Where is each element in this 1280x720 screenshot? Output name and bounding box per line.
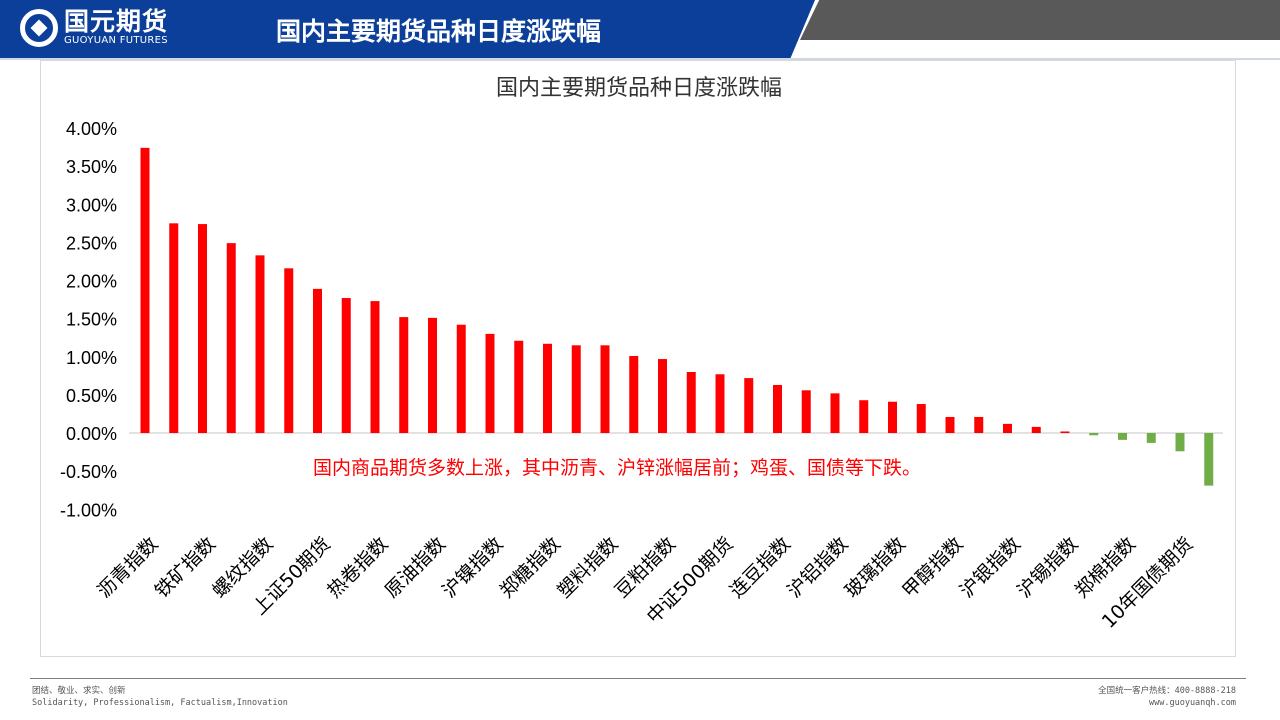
y-tick-label: 1.00% xyxy=(66,348,117,368)
x-tick-label: 沪银指数 xyxy=(956,533,1025,602)
bar xyxy=(1060,431,1070,433)
company-logo: 国元期货 GUOYUAN FUTURES xyxy=(20,8,168,47)
x-tick-label: 原油指数 xyxy=(381,533,450,602)
x-tick-label: 郑糖指数 xyxy=(496,533,565,602)
bar xyxy=(485,333,495,433)
bar xyxy=(140,147,150,433)
header-bar: 国元期货 GUOYUAN FUTURES 国内主要期货品种日度涨跌幅 xyxy=(0,0,1280,60)
y-tick-label: -0.50% xyxy=(60,462,117,482)
chart-title: 国内主要期货品种日度涨跌幅 xyxy=(496,76,782,101)
y-tick-label: 0.00% xyxy=(66,424,117,444)
bar xyxy=(341,298,351,433)
bar-chart: 国内主要期货品种日度涨跌幅 4.00% 3.50% 3.00% 2.50% 2.00% 1.… xyxy=(60,76,1223,633)
bar xyxy=(255,255,265,433)
bar xyxy=(686,372,696,433)
logo-en-text: GUOYUAN FUTURES xyxy=(64,35,168,46)
header-blue-band xyxy=(0,0,815,58)
bar xyxy=(226,243,236,433)
bar xyxy=(456,324,466,433)
x-tick-label: 沪铝指数 xyxy=(783,533,852,602)
bar xyxy=(888,401,897,433)
bar xyxy=(514,340,524,433)
bar xyxy=(169,223,179,433)
x-tick-label: 塑料指数 xyxy=(553,533,622,602)
bar xyxy=(284,268,294,433)
bar xyxy=(773,384,782,433)
x-tick-label: 沥青指数 xyxy=(93,533,162,602)
x-tick-label: 铁矿指数 xyxy=(151,533,220,602)
y-tick-label: 0.50% xyxy=(66,386,117,406)
x-tick-label: 沪锡指数 xyxy=(1013,533,1082,602)
y-tick-label: 3.50% xyxy=(66,157,117,177)
y-tick-label: 4.00% xyxy=(66,119,117,139)
footer-website: www.guoyuanqh.com xyxy=(1149,698,1236,708)
bar xyxy=(715,374,725,433)
footer-motto-en: Solidarity, Professionalism, Factualism,… xyxy=(32,698,288,708)
bar xyxy=(1031,426,1041,433)
logo-icon xyxy=(20,8,58,47)
bar xyxy=(543,343,552,433)
bar xyxy=(658,359,667,433)
bar xyxy=(370,301,380,433)
bar xyxy=(945,416,955,433)
x-tick-label: 甲醇指数 xyxy=(898,533,967,602)
chart-container: 国内主要期货品种日度涨跌幅 4.00% 3.50% 3.00% 2.50% 2.00% 1.… xyxy=(40,60,1236,657)
bar xyxy=(916,404,926,433)
bar xyxy=(830,393,840,433)
bar xyxy=(600,345,610,433)
y-tick-label: -1.00% xyxy=(60,500,117,520)
footer-motto-cn: 团结、敬业、求实、创新 xyxy=(32,686,126,696)
bar xyxy=(399,317,409,433)
page-title: 国内主要期货品种日度涨跌幅 xyxy=(276,17,602,46)
x-tick-label: 沪镍指数 xyxy=(438,533,507,602)
bar xyxy=(571,345,581,433)
y-tick-label: 2.50% xyxy=(66,233,117,253)
bar xyxy=(801,390,811,433)
header-divider xyxy=(0,58,1280,60)
bar xyxy=(974,416,984,433)
logo-cn-text: 国元期货 xyxy=(64,7,169,36)
bar xyxy=(1003,423,1012,433)
bar xyxy=(1175,433,1185,452)
bar xyxy=(1204,433,1214,486)
bar xyxy=(428,317,437,433)
bar xyxy=(313,288,322,433)
y-tick-label: 3.00% xyxy=(66,195,117,215)
y-tick-label: 1.50% xyxy=(66,310,117,330)
bar xyxy=(859,400,869,433)
bar xyxy=(1118,433,1127,440)
y-tick-label: 2.00% xyxy=(66,272,117,292)
bar xyxy=(198,224,207,433)
chart-annotation: 国内商品期货多数上涨，其中沥青、沪锌涨幅居前；鸡蛋、国债等下跌。 xyxy=(313,457,921,479)
x-tick-label: 热卷指数 xyxy=(323,533,392,602)
x-tick-label: 连豆指数 xyxy=(726,533,795,602)
bar xyxy=(1146,433,1156,443)
bar xyxy=(1089,433,1099,436)
header-grey-band xyxy=(800,0,1280,40)
bar xyxy=(744,378,754,433)
x-tick-label: 玻璃指数 xyxy=(841,533,910,602)
footer-divider xyxy=(30,678,1246,679)
bar xyxy=(629,355,639,433)
footer-hotline: 全国统一客户热线：400-8888-218 xyxy=(1098,686,1236,696)
